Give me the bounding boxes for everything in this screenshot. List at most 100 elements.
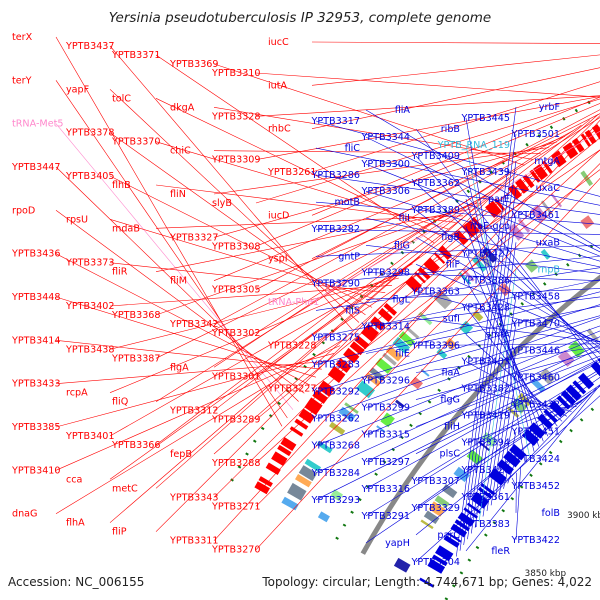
gene-label: YPTB3460 bbox=[510, 373, 560, 384]
leader-line bbox=[365, 190, 600, 262]
gene-label: YPTB3427 bbox=[460, 248, 510, 259]
gene-label: YPTB3438 bbox=[65, 344, 115, 355]
gene-label: yapF bbox=[66, 84, 89, 95]
gene-label: YPTB3271 bbox=[211, 501, 261, 512]
gene-label: YPTB3501 bbox=[510, 129, 560, 140]
forward-track-block-24 bbox=[423, 257, 440, 275]
leader-line bbox=[465, 280, 553, 432]
forward-cog-track-block-3 bbox=[298, 465, 318, 482]
gene-label: YPTB3307 bbox=[410, 476, 460, 487]
leader-line bbox=[155, 189, 494, 402]
leader-line bbox=[478, 269, 517, 523]
gene-label: YPTB3289 bbox=[211, 415, 261, 426]
gene-label: YPTB3394 bbox=[460, 438, 510, 449]
gene-label: YPTB3314 bbox=[360, 322, 410, 333]
leader-line bbox=[315, 120, 600, 197]
reverse-track-block-23 bbox=[556, 395, 571, 410]
gene-label: YPTB3366 bbox=[111, 440, 161, 451]
leader-line bbox=[155, 215, 464, 229]
accession-text: Accession: NC_006155 bbox=[8, 575, 145, 589]
gene-label: YPTB3327 bbox=[169, 232, 219, 243]
leader-line bbox=[155, 177, 510, 489]
leader-line bbox=[499, 404, 517, 495]
gene-label: YPTB3410 bbox=[11, 465, 61, 476]
gene-label: YPTB3284 bbox=[310, 468, 360, 479]
gene-label: YPTB3297 bbox=[360, 457, 410, 468]
leader-line bbox=[109, 263, 413, 437]
forward-cog-track-2-block-0 bbox=[317, 511, 330, 523]
forward-cog-track-block-30 bbox=[580, 170, 593, 187]
forward-track-block-12 bbox=[327, 365, 346, 383]
gene-label: rfaE-gcp bbox=[470, 221, 510, 232]
gene-label: ribB bbox=[441, 124, 460, 135]
gene-label: YPTB3401 bbox=[65, 431, 115, 442]
forward-cog-track-block-21 bbox=[461, 268, 475, 282]
leader-line bbox=[213, 135, 566, 281]
forward-cog-track-block-6 bbox=[329, 421, 346, 436]
gene-label: YPTB3362 bbox=[410, 178, 460, 189]
leader-line bbox=[109, 262, 386, 293]
gene-label: YPTB3369 bbox=[169, 59, 219, 70]
leader-line bbox=[415, 128, 600, 371]
forward-cog-track-2-block-14 bbox=[580, 215, 595, 229]
gene-label: YPTB3378 bbox=[65, 128, 115, 139]
forward-track-block-9 bbox=[304, 397, 323, 416]
leader-line bbox=[415, 361, 600, 454]
gene-label: mdaB bbox=[112, 223, 140, 234]
leader-line bbox=[255, 96, 600, 160]
forward-track-block-33 bbox=[515, 178, 530, 194]
forward-track-block-38 bbox=[550, 150, 567, 168]
gene-label: YPTB3302 bbox=[211, 328, 261, 339]
leader-line bbox=[315, 330, 600, 446]
leader-line bbox=[415, 376, 600, 509]
leader-line bbox=[365, 163, 600, 257]
gene-label: YPTB3458 bbox=[510, 291, 560, 302]
gene-label: YPTB3298 bbox=[360, 267, 410, 278]
leader-line bbox=[465, 406, 577, 416]
leader-line bbox=[456, 106, 517, 557]
forward-track-block-6 bbox=[289, 426, 304, 437]
leader-line bbox=[471, 215, 517, 534]
leader-line bbox=[255, 117, 600, 334]
gene-label: YPTB3439 bbox=[460, 167, 510, 178]
gene-label: plsC bbox=[440, 449, 461, 460]
reverse-cog-track-block-7 bbox=[466, 449, 483, 466]
forward-track-block-2 bbox=[265, 462, 281, 475]
leader-line bbox=[365, 245, 600, 274]
forward-cog-track-block-8 bbox=[344, 402, 359, 414]
gene-label: gntP bbox=[338, 251, 360, 262]
gene-label: yrbF bbox=[539, 102, 560, 113]
leader-line bbox=[415, 395, 600, 563]
forward-cog-track-2-block-4 bbox=[395, 399, 405, 408]
gene-label: fliI bbox=[398, 213, 410, 224]
forward-cog-track-2-block-1 bbox=[330, 489, 343, 502]
gene-label: YPTB3370 bbox=[111, 137, 161, 148]
gene-label: YPTB3227 bbox=[267, 384, 317, 395]
leader-line bbox=[465, 384, 600, 552]
gene-label: uxaB bbox=[536, 237, 560, 248]
leader-line bbox=[55, 353, 334, 428]
gene-label: YPTB3382 bbox=[460, 384, 510, 395]
leader-line bbox=[109, 45, 353, 331]
leader-line bbox=[255, 137, 600, 420]
leader-line bbox=[315, 255, 600, 284]
forward-track-block-29 bbox=[471, 216, 484, 230]
gene-label: YPTB3301 bbox=[211, 371, 261, 382]
leader-line bbox=[255, 72, 600, 98]
leader-line bbox=[315, 147, 600, 206]
forward-cog-track-2-block-9 bbox=[459, 320, 474, 335]
gene-label: motB bbox=[334, 197, 360, 208]
forward-cog-track-block-14 bbox=[385, 345, 403, 362]
leader-line bbox=[155, 54, 435, 244]
gene-label: cca bbox=[66, 474, 82, 485]
leader-line bbox=[109, 285, 393, 307]
gene-label: YPTB3419 bbox=[460, 411, 510, 422]
leader-line bbox=[213, 147, 549, 195]
forward-track-block-18 bbox=[370, 316, 386, 331]
forward-track-block-7 bbox=[294, 418, 309, 430]
leader-line bbox=[55, 340, 322, 370]
leader-line bbox=[365, 325, 600, 408]
gene-label: YPTB3296 bbox=[360, 376, 410, 387]
forward-track-block-4 bbox=[277, 444, 292, 457]
forward-track-block-36 bbox=[533, 164, 548, 181]
